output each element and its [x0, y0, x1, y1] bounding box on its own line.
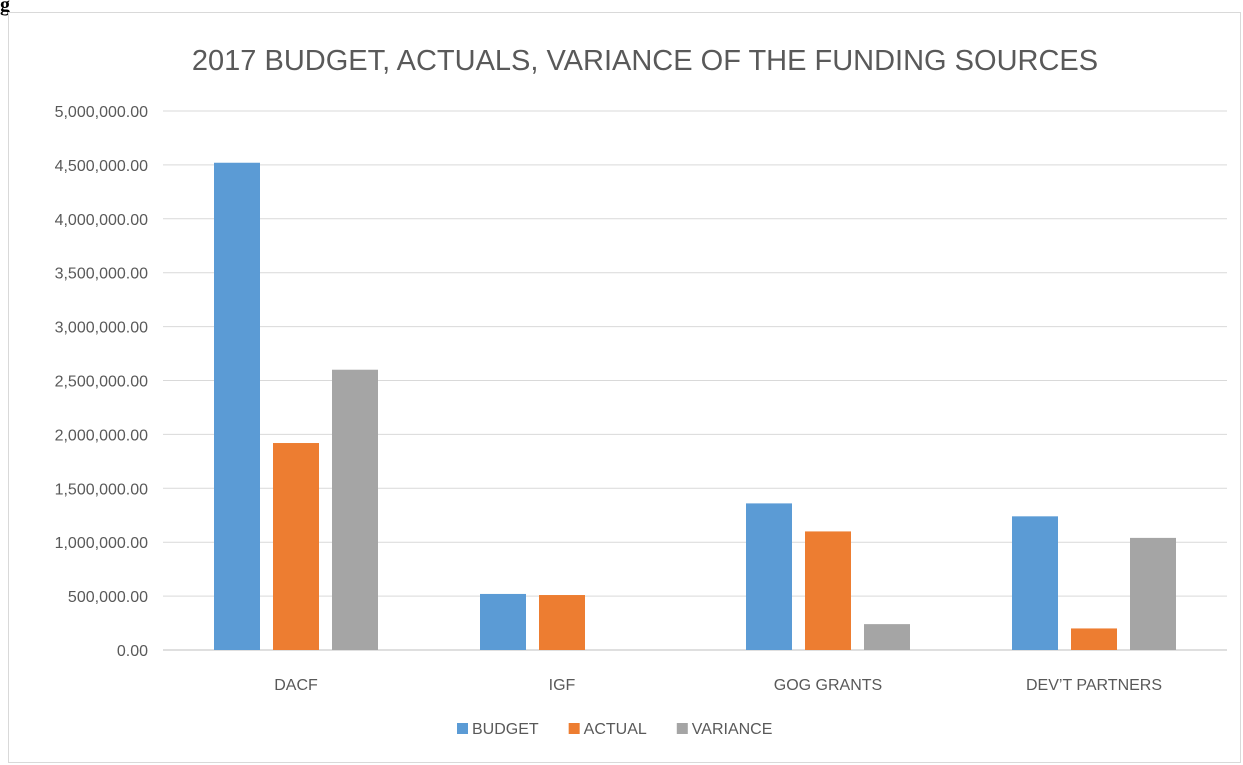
y-tick-label: 1,500,000.00 [55, 481, 149, 498]
y-tick-label: 3,000,000.00 [55, 320, 149, 337]
y-tick-label: 4,500,000.00 [55, 158, 149, 175]
bar-actual-0 [273, 443, 319, 650]
y-tick-label: 2,000,000.00 [55, 427, 149, 444]
y-tick-label: 0.00 [117, 643, 148, 660]
gridlines [163, 110, 1227, 651]
chart-title: 2017 BUDGET, ACTUALS, VARIANCE OF THE FU… [192, 45, 1098, 77]
legend-label-budget: BUDGET [472, 721, 539, 738]
bar-actual-3 [1071, 628, 1117, 650]
bar-budget-0 [214, 162, 260, 650]
bar-variance-2 [864, 624, 910, 650]
legend-label-actual: ACTUAL [584, 721, 647, 738]
bar-actual-2 [805, 531, 851, 650]
y-axis-ticks: 0.00 500,000.00 1,000,000.00 1,500,000.00 2,… [55, 104, 149, 660]
legend-swatch-budget [457, 723, 468, 734]
bar-budget-2 [746, 503, 792, 650]
y-tick-label: 1,000,000.00 [55, 535, 149, 552]
bar-budget-1 [480, 593, 526, 650]
legend-swatch-actual [568, 723, 580, 734]
y-tick-label: 2,500,000.00 [55, 374, 149, 391]
bar-variance-3 [1130, 537, 1176, 650]
bar-variance-0 [332, 369, 378, 650]
y-tick-label: 500,000.00 [68, 589, 148, 606]
y-tick-label: 5,000,000.00 [55, 104, 149, 121]
bar-budget-3 [1012, 516, 1058, 650]
legend-label-variance: VARIANCE [692, 721, 773, 738]
x-category-label: DEV’T PARTNERS [1026, 677, 1162, 694]
x-category-label: DACF [274, 677, 318, 694]
x-category-label: GOG GRANTS [774, 677, 882, 694]
legend-swatch-variance [676, 723, 688, 734]
legend: BUDGET ACTUAL VARIANCE [457, 721, 772, 738]
x-axis-categories: DACF IGF GOG GRANTS DEV’T PARTNERS [274, 677, 1162, 694]
figure-label: g [0, 0, 10, 16]
bars [214, 162, 1176, 650]
y-tick-label: 3,500,000.00 [55, 266, 149, 283]
y-tick-label: 4,000,000.00 [55, 212, 149, 229]
x-category-label: IGF [549, 677, 576, 694]
bar-actual-1 [539, 595, 585, 650]
